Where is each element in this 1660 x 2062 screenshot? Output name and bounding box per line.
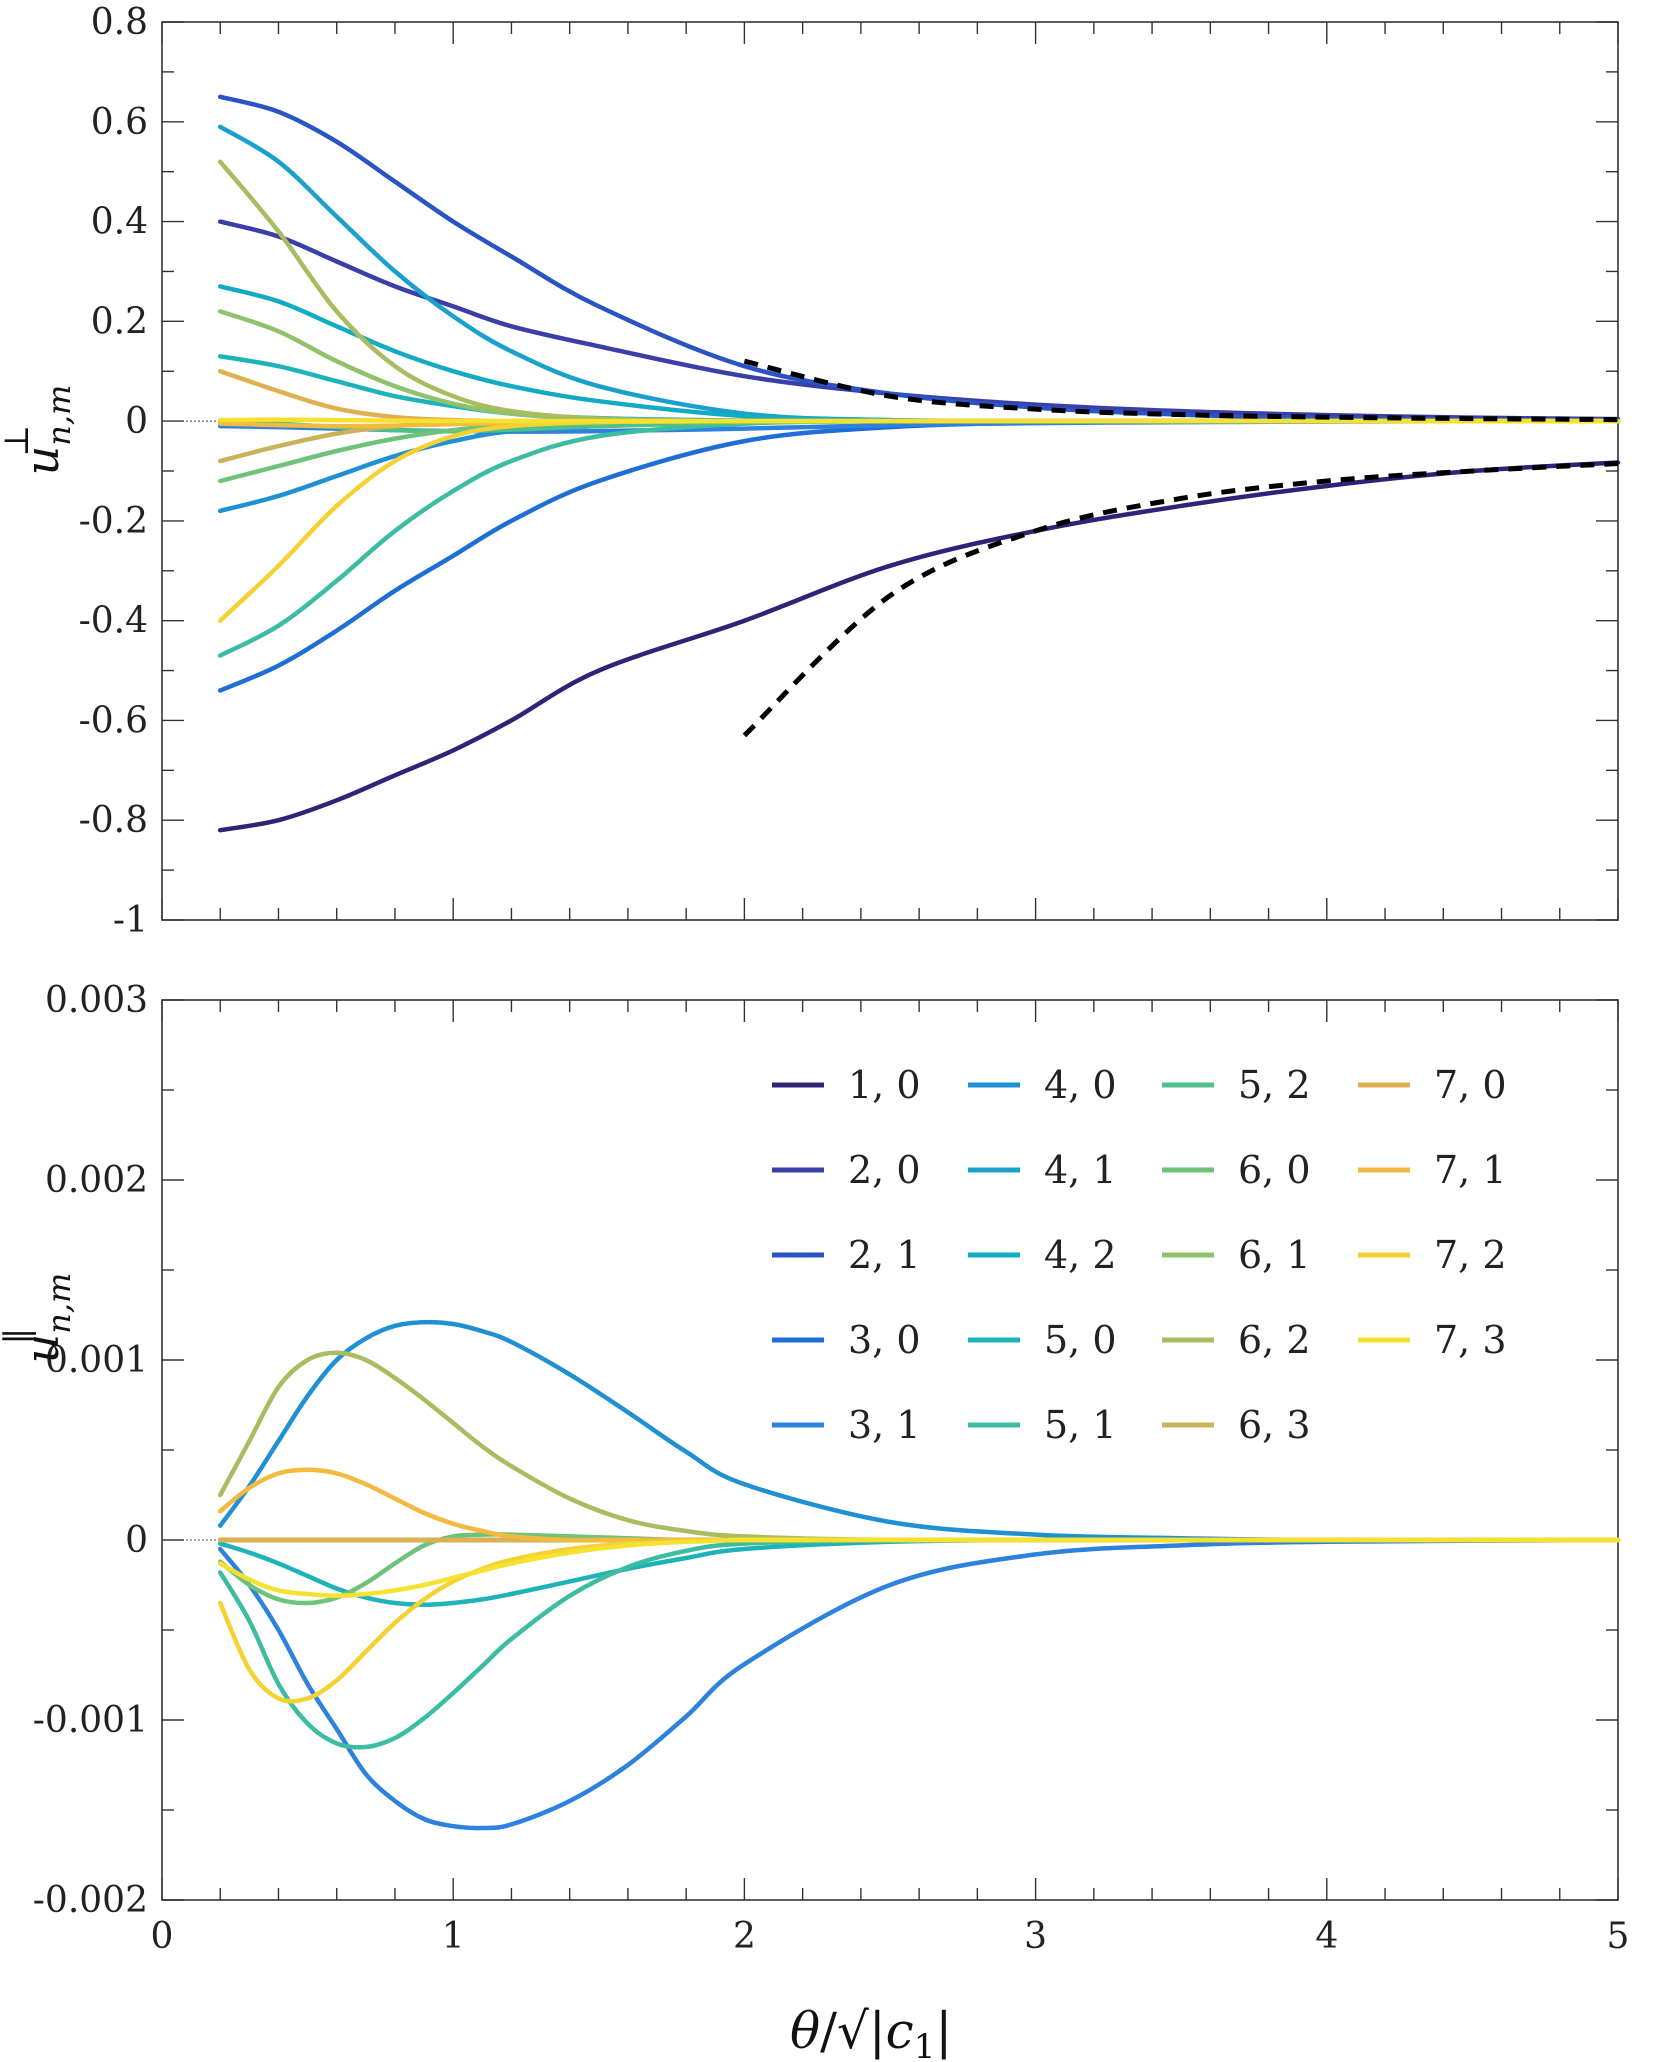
x-tick-label: 3 bbox=[1024, 1916, 1047, 1957]
series-line-7-2 bbox=[217, 1537, 1621, 1704]
y-tick-label: -0.4 bbox=[79, 601, 148, 642]
legend-item: 7, 1 bbox=[1358, 1148, 1507, 1192]
legend-item: 4, 0 bbox=[968, 1063, 1117, 1107]
legend-item: 3, 0 bbox=[772, 1318, 921, 1362]
y-tick-label: 0.003 bbox=[45, 980, 148, 1021]
legend-label: 6, 2 bbox=[1238, 1318, 1311, 1362]
legend-label: 4, 0 bbox=[1044, 1063, 1117, 1107]
svg-text:un,m⊥: un,m⊥ bbox=[0, 385, 78, 476]
top-ylabel: un,m⊥ bbox=[0, 385, 78, 476]
legend-label: 6, 3 bbox=[1238, 1403, 1311, 1447]
series-line-5-1 bbox=[217, 1537, 1621, 1750]
legend-item: 7, 2 bbox=[1358, 1233, 1507, 1277]
legend-label: 3, 1 bbox=[848, 1403, 921, 1447]
svg-text:un,m‖: un,m‖ bbox=[0, 1273, 78, 1364]
legend-item: 2, 1 bbox=[772, 1233, 921, 1277]
y-tick-label: -0.6 bbox=[79, 700, 148, 741]
series-line-7-3 bbox=[217, 417, 1621, 424]
legend-label: 5, 1 bbox=[1044, 1403, 1117, 1447]
bottom-ylabel: un,m‖ bbox=[0, 1273, 78, 1364]
y-tick-label: -1 bbox=[113, 900, 148, 941]
y-tick-label: 0.6 bbox=[91, 102, 148, 143]
legend-item: 4, 2 bbox=[968, 1233, 1117, 1277]
y-tick-label: -0.002 bbox=[33, 1880, 148, 1921]
legend-label: 2, 1 bbox=[848, 1233, 921, 1277]
x-tick-label: 4 bbox=[1315, 1916, 1338, 1957]
legend-label: 3, 0 bbox=[848, 1318, 921, 1362]
legend-label: 7, 3 bbox=[1434, 1318, 1507, 1362]
series-line-7-3 bbox=[217, 1537, 1621, 1599]
legend-item: 6, 1 bbox=[1162, 1233, 1311, 1277]
series-line-5-1 bbox=[217, 418, 1621, 658]
x-tick-label: 0 bbox=[151, 1916, 174, 1957]
x-tick-label: 5 bbox=[1607, 1916, 1630, 1957]
y-tick-label: -0.2 bbox=[79, 501, 148, 542]
x-axis-title: θ/√|c1| bbox=[790, 2002, 952, 2062]
asymptote-dashed-line-2 bbox=[742, 461, 1619, 738]
series-line-6-2 bbox=[217, 159, 1621, 424]
legend-label: 6, 0 bbox=[1238, 1148, 1311, 1192]
legend: 1, 0 2, 0 2, 1 3, 0 3, 1 4, 0 4, 1 4, 2 5, 0 5, 1… bbox=[772, 1063, 1507, 1447]
y-tick-label: 0.4 bbox=[91, 202, 148, 243]
legend-label: 1, 0 bbox=[848, 1063, 921, 1107]
y-tick-label: 0.2 bbox=[91, 301, 148, 342]
legend-item: 1, 0 bbox=[772, 1063, 921, 1107]
y-tick-label: 0.002 bbox=[45, 1160, 148, 1201]
legend-item: 2, 0 bbox=[772, 1148, 921, 1192]
legend-label: 6, 1 bbox=[1238, 1233, 1311, 1277]
series-line-7-1 bbox=[217, 1467, 1621, 1543]
legend-item: 6, 0 bbox=[1162, 1148, 1311, 1192]
legend-item: 5, 0 bbox=[968, 1318, 1117, 1362]
x-tick-label: 1 bbox=[442, 1916, 465, 1957]
legend-item: 7, 3 bbox=[1358, 1318, 1507, 1362]
series-line-2-0 bbox=[217, 219, 1621, 422]
y-tick-label: 0 bbox=[125, 1520, 148, 1561]
x-tick-label: 2 bbox=[733, 1916, 756, 1957]
legend-item: 5, 2 bbox=[1162, 1063, 1311, 1107]
y-tick-label: 0.8 bbox=[91, 2, 148, 43]
series-line-1-0 bbox=[217, 460, 1621, 833]
svg-text:θ/√|c1|: θ/√|c1| bbox=[790, 2002, 952, 2062]
y-tick-label: 0.001 bbox=[45, 1340, 148, 1381]
legend-item: 6, 2 bbox=[1162, 1318, 1311, 1362]
legend-label: 7, 0 bbox=[1434, 1063, 1507, 1107]
legend-item: 4, 1 bbox=[968, 1148, 1117, 1192]
bottom-panel: -0.002 -0.001 0 0.001 0.002 0.003 0 1 2 3 4 5 bbox=[33, 980, 1630, 1957]
legend-item: 7, 0 bbox=[1358, 1063, 1507, 1107]
legend-label: 5, 2 bbox=[1238, 1063, 1311, 1107]
legend-label: 7, 2 bbox=[1434, 1233, 1507, 1277]
legend-label: 7, 1 bbox=[1434, 1148, 1507, 1192]
legend-label: 2, 0 bbox=[848, 1148, 921, 1192]
top-panel: -1 -0.8 -0.6 -0.4 -0.2 0 0.2 0.4 0.6 0.8 bbox=[79, 2, 1621, 941]
y-tick-label: -0.8 bbox=[79, 800, 148, 841]
legend-item: 3, 1 bbox=[772, 1403, 921, 1447]
y-tick-label: -0.001 bbox=[33, 1700, 148, 1741]
legend-item: 6, 3 bbox=[1162, 1403, 1311, 1447]
series-line-7-2 bbox=[217, 418, 1621, 623]
asymptote-dashed-line-1 bbox=[743, 358, 1619, 423]
series-line-3-1 bbox=[217, 1537, 1621, 1831]
legend-label: 5, 0 bbox=[1044, 1318, 1117, 1362]
legend-label: 4, 2 bbox=[1044, 1233, 1117, 1277]
series-line-2-1 bbox=[217, 94, 1621, 423]
legend-item: 5, 1 bbox=[968, 1403, 1117, 1447]
plot-frame bbox=[161, 999, 1619, 1901]
legend-label: 4, 1 bbox=[1044, 1148, 1117, 1192]
y-tick-label: 0 bbox=[125, 401, 148, 442]
series-line-4-1 bbox=[217, 124, 1621, 424]
